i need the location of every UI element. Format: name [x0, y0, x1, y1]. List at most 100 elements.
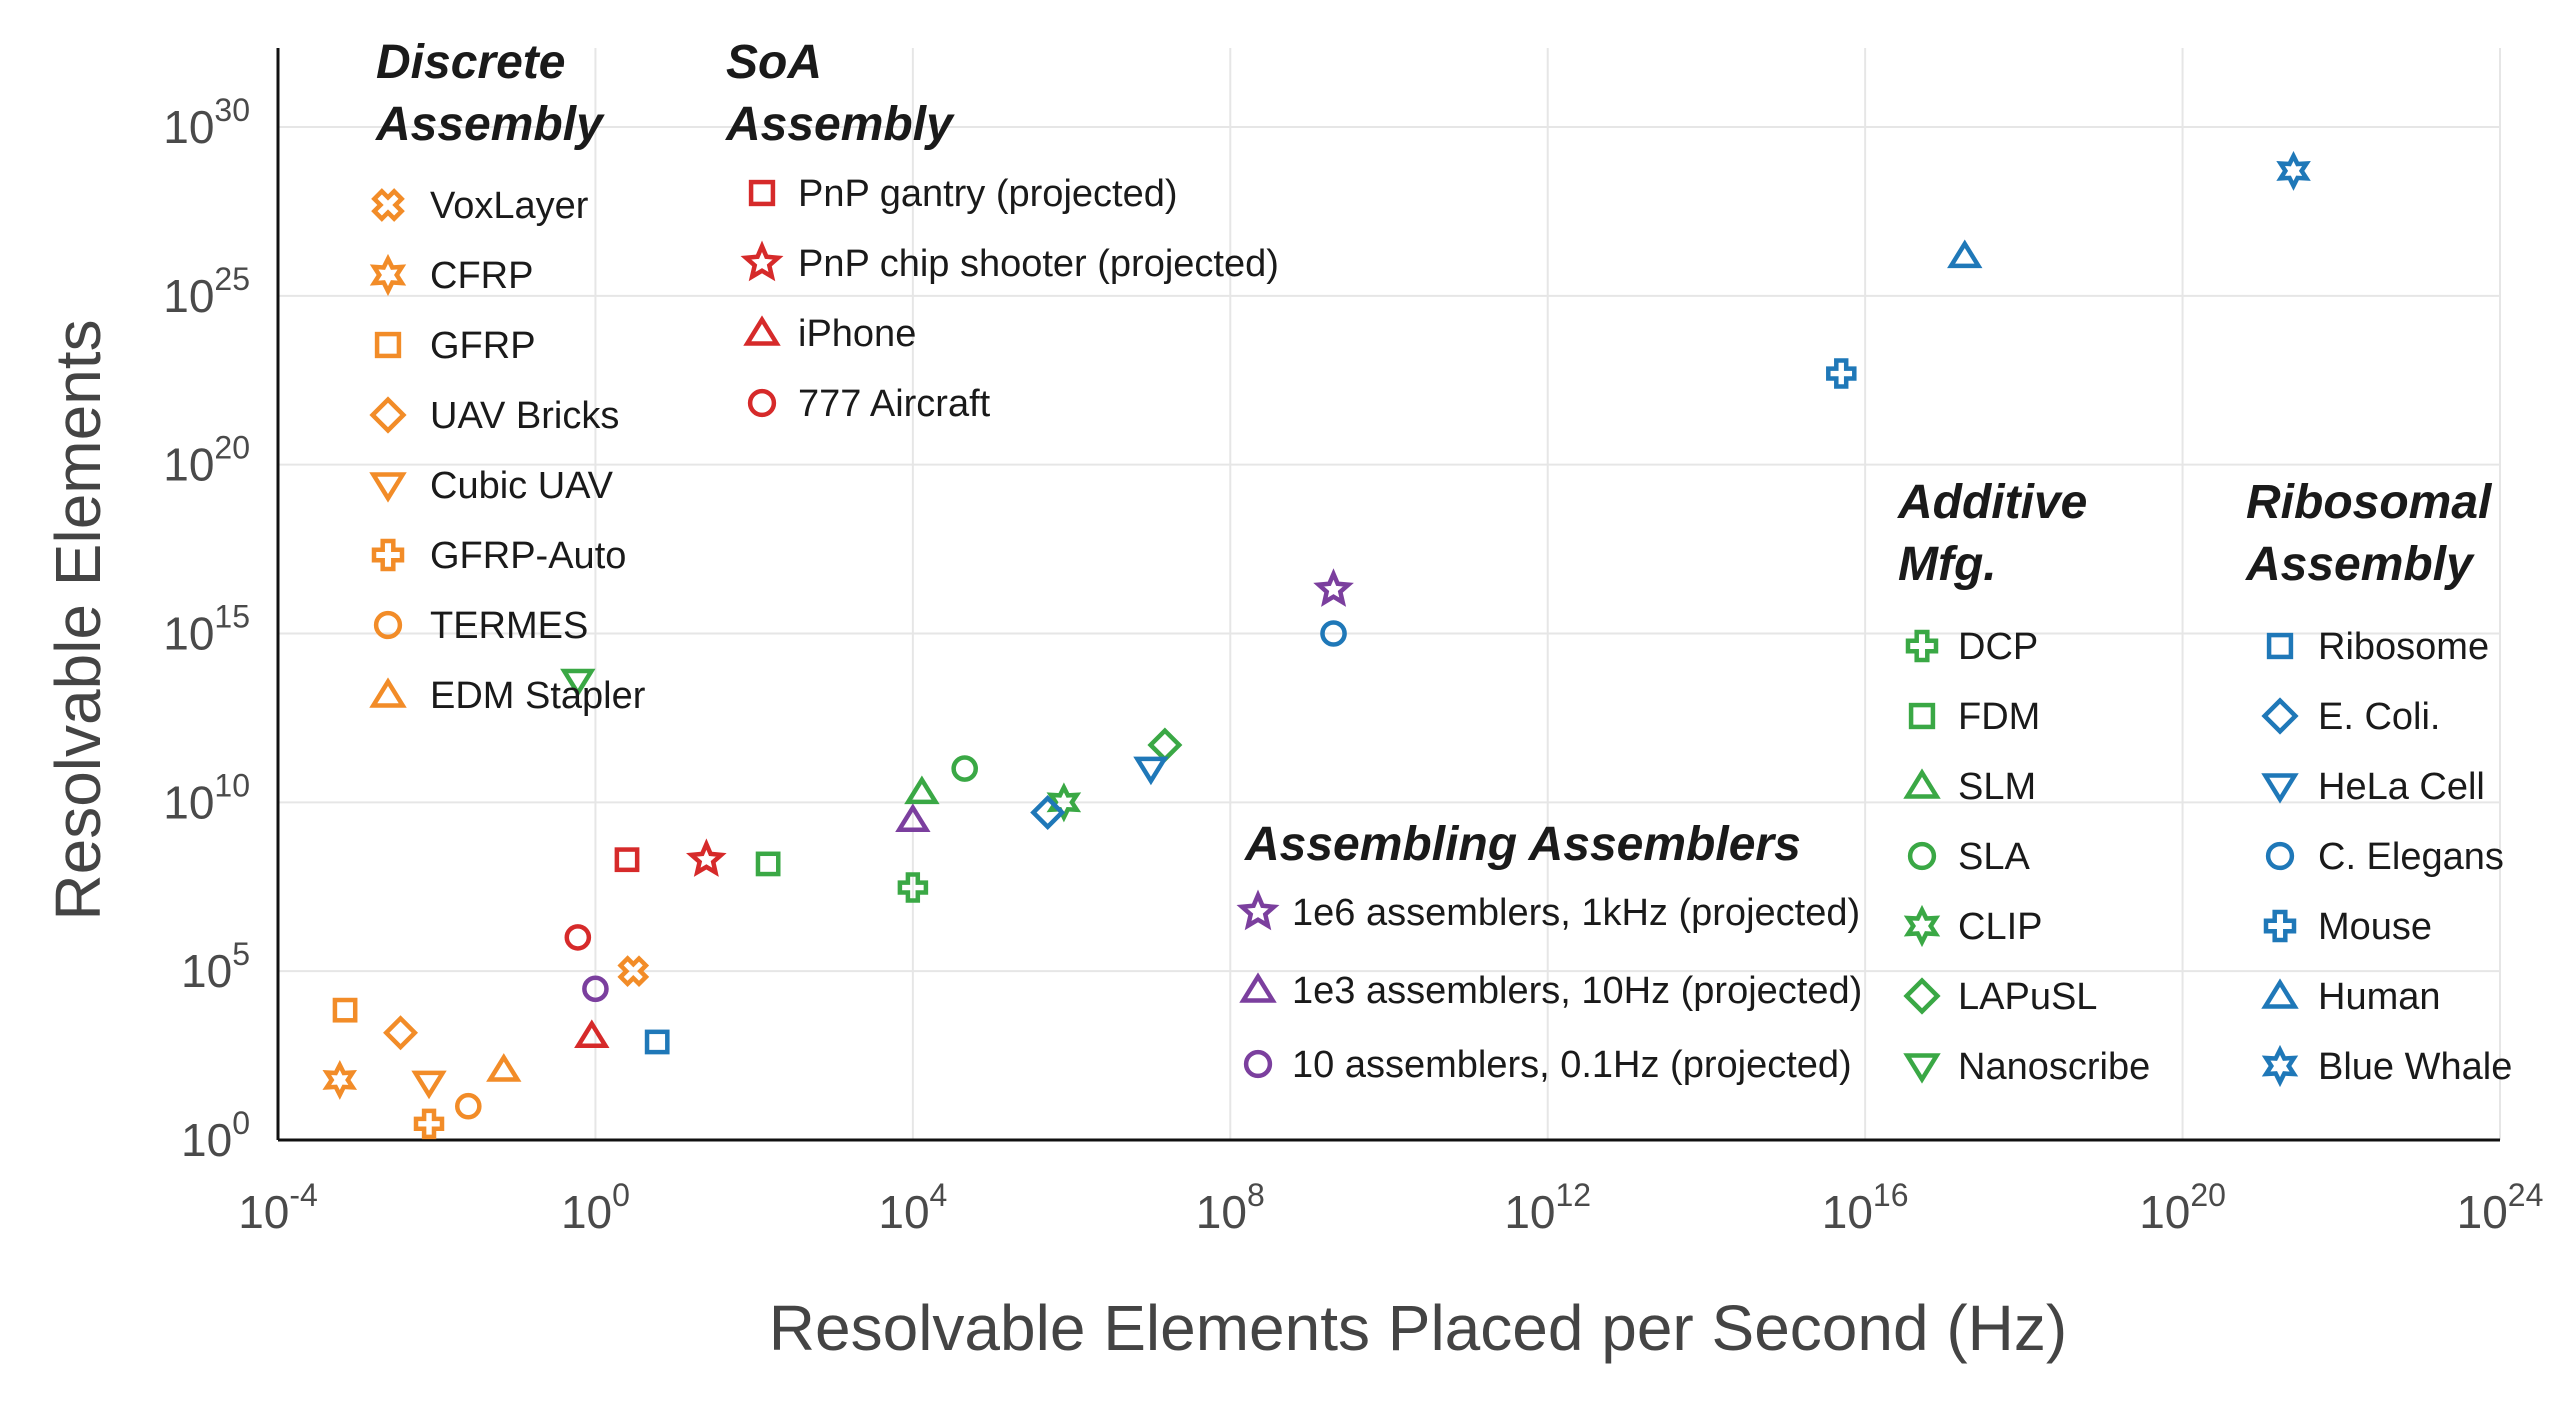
x-axis-title: Resolvable Elements Placed per Second (H…	[769, 1292, 2067, 1364]
legend-label: SLA	[1958, 836, 2030, 878]
point-mouse	[1826, 358, 1857, 389]
legend-label: HeLa Cell	[2318, 766, 2485, 808]
legend-label: EDM Stapler	[430, 675, 646, 717]
legend-label: Nanoscribe	[1958, 1046, 2150, 1088]
legend-label: PnP gantry (projected)	[798, 173, 1178, 215]
point-cfrp	[322, 1060, 358, 1100]
y-tick-label: 105	[181, 936, 250, 997]
legend-label: 10 assemblers, 0.1Hz (projected)	[1292, 1044, 1852, 1086]
legend-marker	[1903, 904, 1941, 948]
legend-marker	[371, 188, 405, 222]
legend-label: TERMES	[430, 605, 588, 647]
grid-lines	[278, 48, 2501, 1140]
legend-marker	[369, 677, 407, 708]
legend-marker	[2261, 1044, 2299, 1088]
point-gfrp-auto	[413, 1108, 445, 1140]
point-termes	[454, 1092, 482, 1120]
legend-marker	[374, 331, 402, 359]
legend-label: CLIP	[1958, 906, 2042, 948]
legend-title: Assembling Assemblers	[1244, 818, 1801, 871]
y-tick-label: 1025	[163, 261, 250, 322]
y-tick-label: 1030	[163, 92, 250, 153]
y-tick-label: 1015	[163, 599, 250, 660]
point-clip	[1046, 782, 1082, 823]
point-c-elegans	[1320, 620, 1347, 647]
legend-label: Cubic UAV	[430, 465, 614, 507]
data-points	[322, 150, 2311, 1140]
x-tick-label: 10-4	[238, 1177, 318, 1238]
legend-group: Discrete Assembly VoxLayer CFRP GFRP UAV Bric…	[369, 36, 646, 717]
legend-group: Assembling Assemblers 1e6 assemblers, 1kH…	[1236, 818, 1862, 1086]
legend-label: LAPuSL	[1958, 976, 2097, 1018]
axes	[276, 48, 2500, 1142]
legend-label: C. Elegans	[2318, 836, 2504, 878]
point-dcp	[897, 872, 929, 903]
legend-marker	[1243, 1049, 1273, 1079]
legend-label: VoxLayer	[430, 185, 589, 227]
legend-marker	[2265, 841, 2295, 871]
legend-label: Blue Whale	[2318, 1046, 2512, 1088]
legend-label: CFRP	[430, 255, 533, 297]
legend-marker	[747, 388, 777, 418]
x-tick-label: 1012	[1504, 1177, 1591, 1238]
legend-label: GFRP-Auto	[430, 535, 626, 577]
legend-title: Assembly	[375, 98, 605, 151]
legend-marker	[1239, 972, 1277, 1003]
legend-marker	[369, 253, 407, 297]
y-tick-label: 100	[181, 1105, 250, 1166]
legend-marker	[2261, 773, 2299, 804]
point-ribosome	[644, 1029, 670, 1055]
legend-label: UAV Bricks	[430, 395, 619, 437]
point-pnp-gantry-projected	[614, 847, 640, 873]
point-fdm	[755, 851, 781, 877]
point-777-aircraft	[564, 924, 592, 951]
legend-marker	[369, 396, 407, 434]
y-tick-label: 1010	[163, 767, 250, 828]
legend-label: SLM	[1958, 766, 2036, 808]
legend-title: Assembly	[725, 98, 955, 151]
point-human	[1947, 239, 1983, 269]
x-tick-label: 1020	[2139, 1177, 2226, 1238]
legend-marker	[369, 472, 407, 503]
y-axis-title: Resolvable Elements	[42, 319, 114, 920]
legend-marker	[1903, 1053, 1941, 1084]
point-nanoscribe	[560, 668, 596, 698]
point-e-coli	[1030, 795, 1066, 830]
legend-marker	[1236, 889, 1280, 931]
x-tick-labels: 10-4 100 104 108 1012 1016 1020 1024	[238, 1177, 2543, 1238]
legend-marker	[371, 538, 405, 572]
x-tick-label: 1016	[1822, 1177, 1909, 1238]
point-gfrp	[332, 997, 358, 1023]
point-uav-bricks	[383, 1015, 419, 1051]
legend-label: 1e3 assemblers, 10Hz (projected)	[1292, 970, 1862, 1012]
legend-title: Ribosomal	[2246, 476, 2493, 529]
legend-marker	[1903, 768, 1941, 799]
legend-title: Mfg.	[1898, 538, 1997, 591]
legend-marker	[740, 240, 784, 282]
legend-label: PnP chip shooter (projected)	[798, 243, 1279, 285]
legend-marker	[2261, 978, 2299, 1009]
point-iphone	[574, 1019, 610, 1049]
legend-marker	[2266, 632, 2294, 660]
x-tick-label: 108	[1196, 1177, 1265, 1238]
legend-marker	[2263, 909, 2297, 943]
point-edm-stapler	[486, 1053, 522, 1082]
legend-label: DCP	[1958, 626, 2038, 668]
legend-marker	[743, 315, 781, 346]
legend-group: Ribosomal Assembly Ribosome E. Coli. HeLa Ce…	[2245, 476, 2512, 1088]
legend-marker	[373, 610, 403, 640]
point-blue-whale	[2276, 150, 2311, 191]
x-tick-label: 100	[561, 1177, 630, 1238]
legend-marker	[748, 179, 776, 207]
legend-label: GFRP	[430, 325, 536, 367]
x-tick-label: 1024	[2457, 1177, 2544, 1238]
y-tick-labels: 100 105 1010 1015 1020 1025 1030	[163, 92, 250, 1166]
legend-label: Mouse	[2318, 906, 2432, 948]
legend-label: Ribosome	[2318, 626, 2489, 668]
legend-group: SoA Assembly PnP gantry (projected) PnP chi…	[725, 36, 1279, 425]
legend-marker	[1908, 702, 1936, 730]
legends: Discrete Assembly VoxLayer CFRP GFRP UAV Bric…	[369, 36, 2512, 1088]
legend-group: Additive Mfg. DCP FDM SLM SLA CLIP LAPuSL Nanosc…	[1897, 476, 2150, 1088]
point-1e3-assemblers-10hz-projected	[895, 803, 931, 832]
